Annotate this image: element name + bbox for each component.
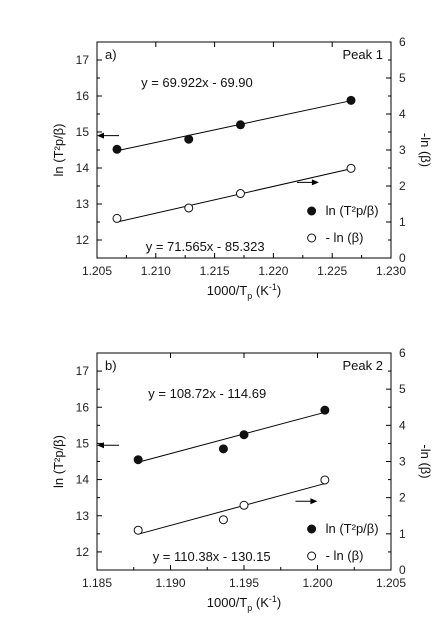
x-tick-label: 1.200	[302, 576, 332, 590]
x-axis-title: 1000/Tp (K-1)	[207, 594, 281, 613]
legend-marker-open	[307, 551, 317, 561]
data-point-filled	[184, 134, 194, 144]
x-tick-label: 1.195	[229, 576, 259, 590]
y-left-tick-label: 17	[76, 53, 90, 67]
panel-label: a)	[105, 47, 117, 62]
x-axis-title-part: 1000/T	[207, 595, 248, 610]
x-axis-title-part: p	[247, 603, 252, 613]
y-right-tick-label: 4	[399, 107, 406, 121]
x-axis-title-part: -1	[269, 282, 277, 292]
data-point-filled	[112, 144, 122, 154]
panel-a: 1.205 1.210 1.215 1.220 1.225 1.2301213141516…	[51, 35, 433, 301]
data-point-open	[133, 525, 143, 535]
panel-label: b)	[105, 358, 117, 373]
x-axis-title-part: -1	[269, 594, 277, 604]
left-arrow-head	[97, 132, 104, 139]
x-tick-label: 1.210	[141, 264, 171, 278]
x-axis-title-part: )	[277, 595, 281, 610]
y-left-tick-label: 15	[76, 125, 90, 139]
y-right-tick-label: 0	[399, 251, 406, 265]
right-arrow-head	[311, 179, 319, 186]
y-right-tick-label: 6	[399, 35, 406, 49]
y-right-tick-label: 0	[399, 563, 406, 577]
y-right-tick-label: 4	[399, 418, 406, 432]
data-point-open	[112, 213, 122, 223]
x-axis-title-part: (K	[252, 283, 269, 298]
equation-bottom: y = 71.565x - 85.323	[146, 239, 265, 254]
data-point-open	[320, 475, 330, 485]
data-point-filled	[346, 95, 356, 105]
x-axis-title-part: p	[247, 291, 252, 301]
legend-marker-open	[307, 233, 317, 243]
legend-label-2: - ln (β)	[326, 230, 364, 245]
panel-b: 1.185 1.190 1.195 1.200 1.205121314151617012…	[51, 346, 433, 613]
equation-top: y = 108.72x - 114.69	[148, 386, 266, 401]
legend-label-1: ln (T²p/β)	[326, 203, 379, 218]
x-tick-label: 1.215	[200, 264, 230, 278]
data-point-filled	[239, 430, 249, 440]
legend-marker-filled	[307, 524, 317, 534]
x-tick-label: 1.230	[376, 264, 406, 278]
data-point-open	[235, 189, 245, 199]
y-right-tick-label: 5	[399, 71, 406, 85]
y-right-tick-label: 6	[399, 346, 406, 360]
data-point-open	[184, 203, 194, 213]
fit-line-right	[138, 483, 325, 535]
y-left-tick-label: 16	[76, 400, 90, 414]
y-right-tick-label: 2	[399, 179, 406, 193]
left-arrow-head	[97, 442, 104, 449]
y-left-tick-label: 12	[76, 545, 90, 559]
data-point-open	[346, 163, 356, 173]
fit-line-left	[138, 411, 325, 463]
y-left-tick-label: 12	[76, 233, 90, 247]
y-left-tick-label: 14	[76, 161, 90, 175]
x-axis-title: 1000/Tp (K-1)	[207, 282, 281, 301]
data-point-filled	[218, 444, 228, 454]
legend-label-2: - ln (β)	[326, 548, 364, 563]
data-point-open	[218, 515, 228, 525]
data-point-filled	[235, 120, 245, 130]
x-axis-title-part: (K	[252, 595, 269, 610]
legend-marker-filled	[307, 206, 317, 216]
y-left-tick-label: 13	[76, 509, 90, 523]
y-right-tick-label: 5	[399, 382, 406, 396]
data-point-filled	[320, 405, 330, 415]
x-tick-label: 1.205	[82, 264, 112, 278]
y-right-tick-label: 3	[399, 143, 406, 157]
y-right-tick-label: 3	[399, 455, 406, 469]
y-left-axis-title: ln (T²p/β)	[51, 435, 66, 488]
y-right-tick-label: 2	[399, 491, 406, 505]
y-right-axis-title: -ln (β)	[418, 444, 433, 478]
y-left-tick-label: 14	[76, 473, 90, 487]
y-left-tick-label: 13	[76, 197, 90, 211]
fit-line-left	[116, 100, 352, 152]
legend-label-1: ln (T²p/β)	[326, 521, 379, 536]
y-left-tick-label: 17	[76, 364, 90, 378]
y-right-tick-label: 1	[399, 215, 406, 229]
equation-top: y = 69.922x - 69.90	[141, 75, 253, 90]
x-tick-label: 1.225	[317, 264, 347, 278]
x-axis-title-part: 1000/T	[207, 283, 248, 298]
y-left-tick-label: 16	[76, 89, 90, 103]
y-right-axis-title: -ln (β)	[418, 133, 433, 167]
x-tick-label: 1.205	[376, 576, 406, 590]
data-point-filled	[133, 455, 143, 465]
y-right-tick-label: 1	[399, 527, 406, 541]
fit-line-right	[116, 168, 352, 223]
panel-title: Peak 1	[343, 47, 383, 62]
x-tick-label: 1.220	[258, 264, 288, 278]
equation-bottom: y = 110.38x - 130.15	[153, 549, 271, 564]
y-left-axis-title: ln (T²p/β)	[51, 124, 66, 177]
panel-title: Peak 2	[343, 358, 383, 373]
right-arrow-head	[310, 498, 318, 505]
x-tick-label: 1.185	[82, 576, 112, 590]
x-tick-label: 1.190	[155, 576, 185, 590]
data-point-open	[239, 500, 249, 510]
y-left-tick-label: 15	[76, 436, 90, 450]
x-axis-title-part: )	[277, 283, 281, 298]
